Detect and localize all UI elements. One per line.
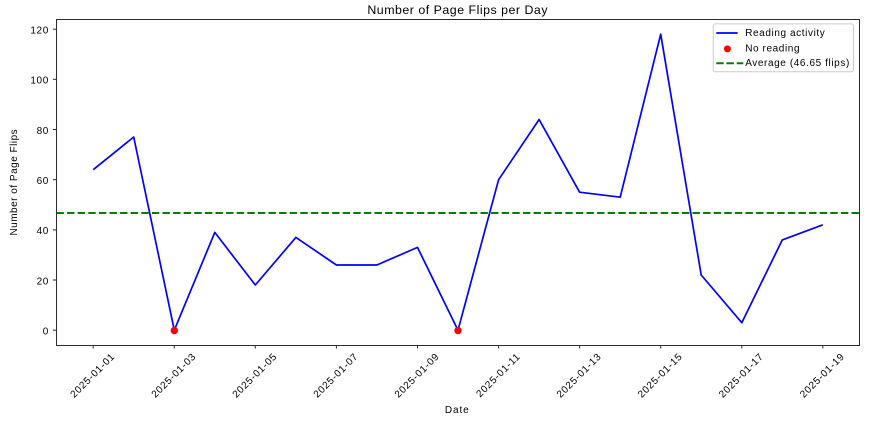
svg-text:0: 0 — [43, 327, 49, 338]
svg-text:Number of Page Flips per Day: Number of Page Flips per Day — [367, 3, 548, 17]
svg-text:20: 20 — [37, 276, 49, 287]
svg-text:100: 100 — [30, 76, 49, 87]
svg-text:80: 80 — [37, 126, 49, 137]
svg-text:No reading: No reading — [745, 43, 800, 54]
svg-text:Average (46.65 flips): Average (46.65 flips) — [745, 58, 850, 69]
svg-text:120: 120 — [30, 26, 49, 37]
svg-text:40: 40 — [37, 226, 49, 237]
svg-text:Reading activity: Reading activity — [745, 28, 825, 39]
svg-text:60: 60 — [37, 176, 49, 187]
svg-text:Date: Date — [445, 405, 470, 416]
svg-text:Number of Page Flips: Number of Page Flips — [9, 129, 20, 236]
